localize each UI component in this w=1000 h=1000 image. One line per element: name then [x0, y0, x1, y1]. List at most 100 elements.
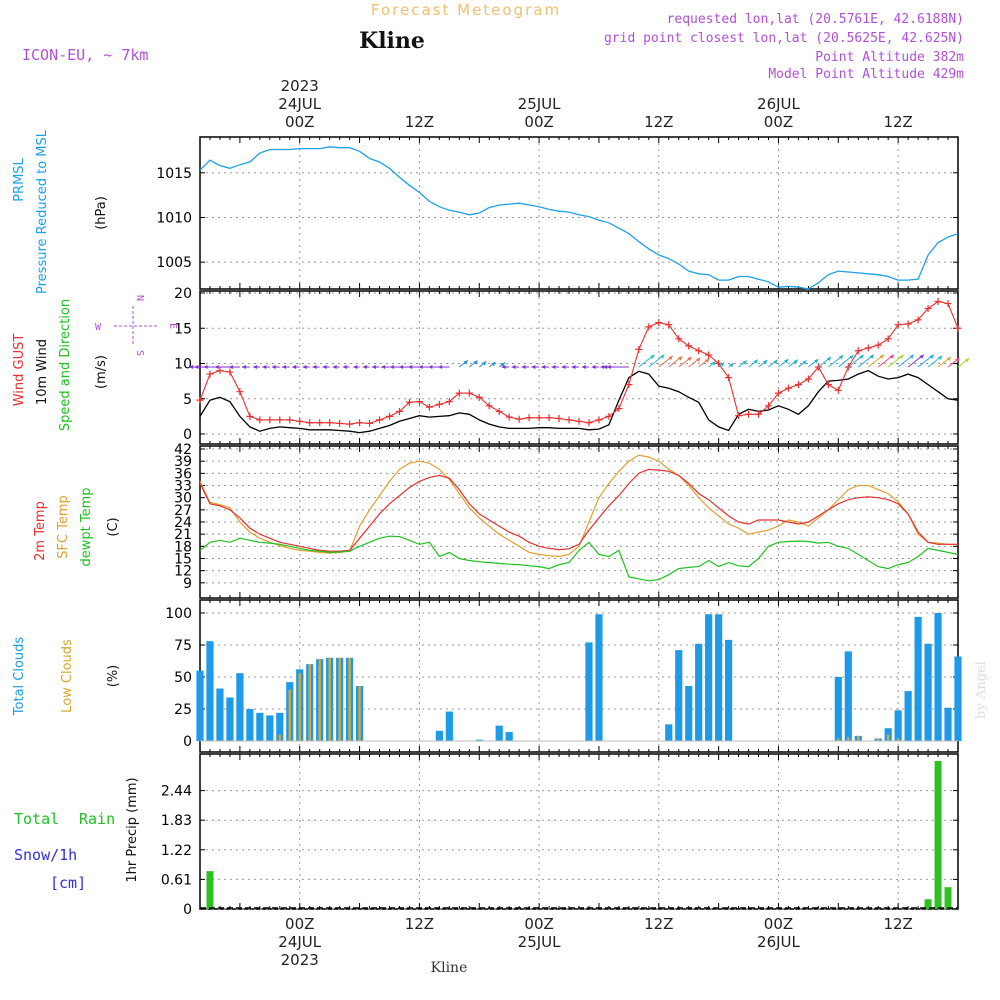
- gust-marker: [774, 389, 782, 397]
- wind-arrow-head: [482, 361, 487, 366]
- wind-arrow-head: [955, 357, 960, 363]
- gust-marker: [276, 416, 284, 424]
- clouds-ytick-label: 25: [174, 702, 192, 718]
- total-cloud-bar: [256, 712, 264, 741]
- bottom-location: Kline: [431, 960, 468, 976]
- temp-sfc-label: SFC Temp: [56, 495, 71, 559]
- wind-arrow-head: [660, 354, 665, 359]
- temp-unit: (C): [106, 517, 121, 536]
- wind-panel: 0 5 10 15 20: [174, 286, 970, 445]
- pressure-panel: 1005 1010 1015: [156, 136, 959, 290]
- gust-marker: [695, 347, 703, 355]
- gust-marker: [395, 407, 403, 415]
- gust-marker: [705, 351, 713, 359]
- wind-arrow-head: [418, 365, 423, 370]
- gust-marker: [346, 420, 354, 428]
- gust-marker: [485, 402, 493, 410]
- wind-arrow-head: [194, 365, 199, 370]
- pressure-ytick-label: 1005: [156, 255, 192, 271]
- point-altitude: Point Altitude 382m: [815, 50, 964, 65]
- wind-arrow-head: [203, 365, 208, 370]
- gust-marker: [904, 320, 912, 328]
- total-cloud-bar: [924, 643, 932, 741]
- gust-marker: [445, 398, 453, 406]
- wind-arrow-head: [784, 359, 789, 364]
- total-cloud-bar: [435, 730, 443, 741]
- gust-marker: [236, 388, 244, 396]
- sfc-temp-line: [199, 454, 958, 558]
- wind-arrow-head: [531, 365, 536, 370]
- wind-ytick-label: 15: [174, 321, 192, 337]
- wind-arrow-head: [463, 360, 468, 365]
- pressure-line: [199, 146, 959, 290]
- gust-marker: [755, 410, 763, 418]
- wind-arrow-head: [214, 365, 219, 370]
- pressure-frame: [199, 136, 959, 290]
- precip-total-label: Total: [14, 810, 59, 828]
- temp-ytick-label: 12: [174, 564, 192, 580]
- wind-arrow-head: [753, 359, 758, 364]
- wind-arrow-head: [253, 365, 258, 370]
- top-title: Forecast Meteogram: [371, 1, 561, 19]
- wind-arrow-head: [729, 363, 734, 368]
- temp-ytick-label: 21: [174, 527, 192, 543]
- pressure-ytick-label: 1010: [156, 210, 192, 226]
- precip-unit: 1hr Precip (mm): [125, 777, 140, 882]
- wind-arrow-head: [603, 365, 608, 370]
- wind-arrow-head: [869, 354, 874, 359]
- top-time-label: 00Z: [524, 113, 553, 131]
- dewpt-line: [199, 535, 959, 582]
- wind-arrow-head: [600, 365, 605, 370]
- precip-ytick-label: 2.44: [161, 784, 192, 800]
- wind-arrow-head: [773, 359, 778, 365]
- wind-arrow-head: [720, 362, 725, 367]
- temp-ytick-label: 33: [174, 479, 192, 495]
- gust-marker: [316, 419, 324, 427]
- gust-marker: [834, 386, 842, 394]
- bottom-time-label: 12Z: [405, 915, 434, 933]
- wind-arrow-head: [696, 357, 701, 362]
- low-cloud-bar: [338, 657, 341, 741]
- wind-arrow-head: [322, 365, 327, 370]
- wind-10m-label: 10m Wind: [35, 339, 50, 405]
- total-cloud-bar: [834, 677, 842, 741]
- total-cloud-bar: [675, 650, 683, 741]
- gust-marker: [635, 345, 643, 353]
- top-time-label: 12Z: [405, 113, 434, 131]
- gust-marker: [874, 341, 882, 349]
- gust-marker: [685, 342, 693, 350]
- gust-marker: [655, 319, 663, 327]
- gust-marker: [625, 381, 633, 389]
- gust-marker: [784, 384, 792, 392]
- total-cloud-bar: [585, 642, 593, 741]
- low-cloud-bar: [288, 689, 291, 741]
- clouds-panel: 0 25 50 75 100: [165, 599, 962, 753]
- wind-arrow-head: [742, 360, 747, 365]
- wind-arrow-head: [381, 365, 386, 370]
- total-cloud-bar: [216, 688, 224, 741]
- rain-bar: [206, 871, 214, 909]
- total-cloud-bar: [914, 616, 922, 741]
- gust-marker: [844, 363, 852, 371]
- wind-arrow-head: [849, 355, 854, 360]
- gust-marker: [894, 321, 902, 329]
- precip-ytick-label: 0.61: [161, 872, 192, 888]
- total-cloud-bar: [725, 639, 733, 741]
- gust-marker: [944, 300, 952, 308]
- wind-arrow-head: [271, 365, 276, 370]
- gust-marker: [824, 381, 832, 389]
- snow-label: Snow/1h: [14, 846, 77, 864]
- gust-marker: [934, 297, 942, 305]
- wind-arrow-head: [677, 356, 683, 361]
- gust-marker: [455, 389, 463, 397]
- temp-ytick-label: 27: [174, 503, 192, 519]
- low-cloud-bar: [837, 738, 840, 741]
- bottom-time-label: 25JUL: [518, 933, 561, 951]
- temp-ytick-label: 30: [174, 491, 192, 507]
- gust-marker: [864, 344, 872, 352]
- wind-arrow-head: [262, 365, 267, 370]
- watermark: by Angel: [974, 661, 989, 719]
- gust-marker: [675, 335, 683, 343]
- clouds-frame: [199, 599, 959, 753]
